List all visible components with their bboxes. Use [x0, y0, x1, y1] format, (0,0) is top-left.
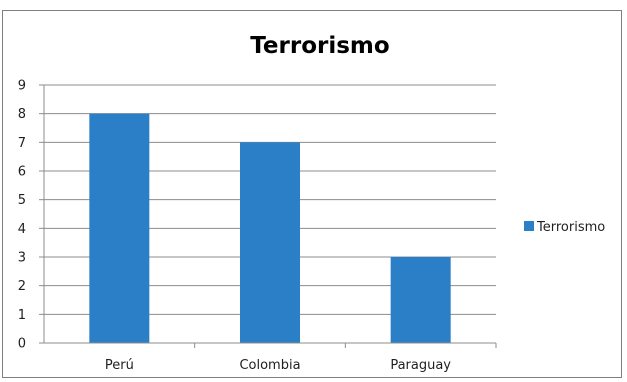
y-tick-label: 1 — [18, 308, 26, 323]
axes — [39, 84, 497, 348]
y-tick-label: 2 — [18, 279, 26, 294]
bars — [89, 113, 451, 344]
legend-label: Terrorismo — [536, 220, 605, 235]
bar-paraguay — [390, 257, 451, 343]
bar-perú — [89, 113, 150, 344]
y-tick-label: 3 — [18, 251, 26, 266]
x-tick-label: Perú — [105, 358, 134, 373]
y-tick-label: 4 — [18, 222, 26, 237]
x-tick-label: Paraguay — [390, 358, 451, 373]
chart-title: Terrorismo — [250, 33, 389, 59]
y-tick-label: 6 — [18, 165, 26, 180]
y-tick-label: 9 — [18, 79, 26, 94]
bar-colombia — [240, 142, 300, 343]
legend: Terrorismo — [524, 220, 605, 235]
x-tick-label: Colombia — [239, 358, 300, 373]
y-axis-tick-labels: 0 1 2 3 4 5 6 7 8 9 — [18, 79, 26, 352]
legend-swatch — [524, 221, 534, 231]
y-tick-label: 7 — [18, 136, 26, 151]
y-tick-label: 8 — [18, 107, 26, 122]
y-tick-label: 5 — [18, 193, 26, 208]
x-axis-tick-labels: Perú Colombia Paraguay — [105, 358, 451, 373]
y-tick-label: 0 — [18, 337, 26, 352]
